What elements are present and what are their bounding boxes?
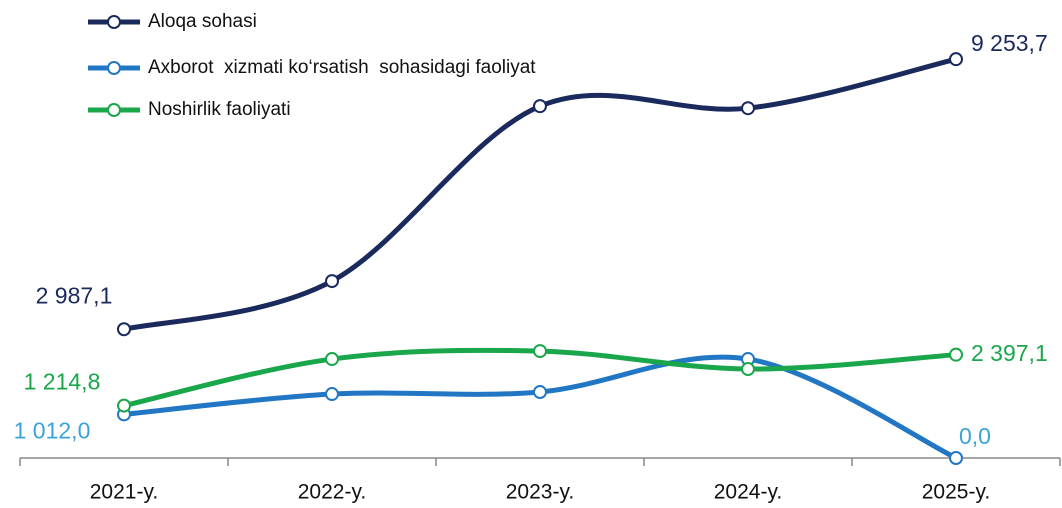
legend-marker [107, 103, 121, 117]
legend-marker [107, 61, 121, 75]
data-point [117, 322, 131, 337]
x-tick-label: 2025-y. [922, 481, 991, 504]
data-label: 2 397,1 [971, 340, 1048, 366]
data-point [117, 398, 131, 413]
data-point [741, 101, 755, 116]
legend-label: Aloqa sohasi [148, 11, 257, 32]
data-point [949, 347, 963, 362]
data-point [325, 352, 339, 367]
x-tick-label: 2021-y. [90, 481, 159, 504]
data-point [949, 52, 963, 67]
data-point [325, 387, 339, 402]
x-tick-label: 2022-y. [298, 481, 367, 504]
data-point [949, 451, 963, 465]
data-label: 1 012,0 [14, 417, 91, 443]
x-tick-label: 2024-y. [714, 481, 783, 504]
data-point [741, 362, 755, 377]
data-label: 9 253,7 [971, 30, 1048, 56]
data-label: 1 214,8 [24, 369, 101, 395]
data-point [533, 344, 547, 359]
data-label: 0,0 [959, 423, 991, 449]
legend-label: Axborot xizmati ko‘rsatish sohasidagi fa… [148, 57, 536, 78]
data-point [325, 274, 339, 289]
series-line [123, 354, 958, 461]
data-point [533, 385, 547, 400]
data-point [533, 99, 547, 114]
legend-label: Noshirlik faoliyati [148, 99, 291, 120]
legend-marker [107, 15, 121, 29]
x-tick-label: 2023-y. [506, 481, 575, 504]
data-label: 2 987,1 [36, 282, 113, 308]
